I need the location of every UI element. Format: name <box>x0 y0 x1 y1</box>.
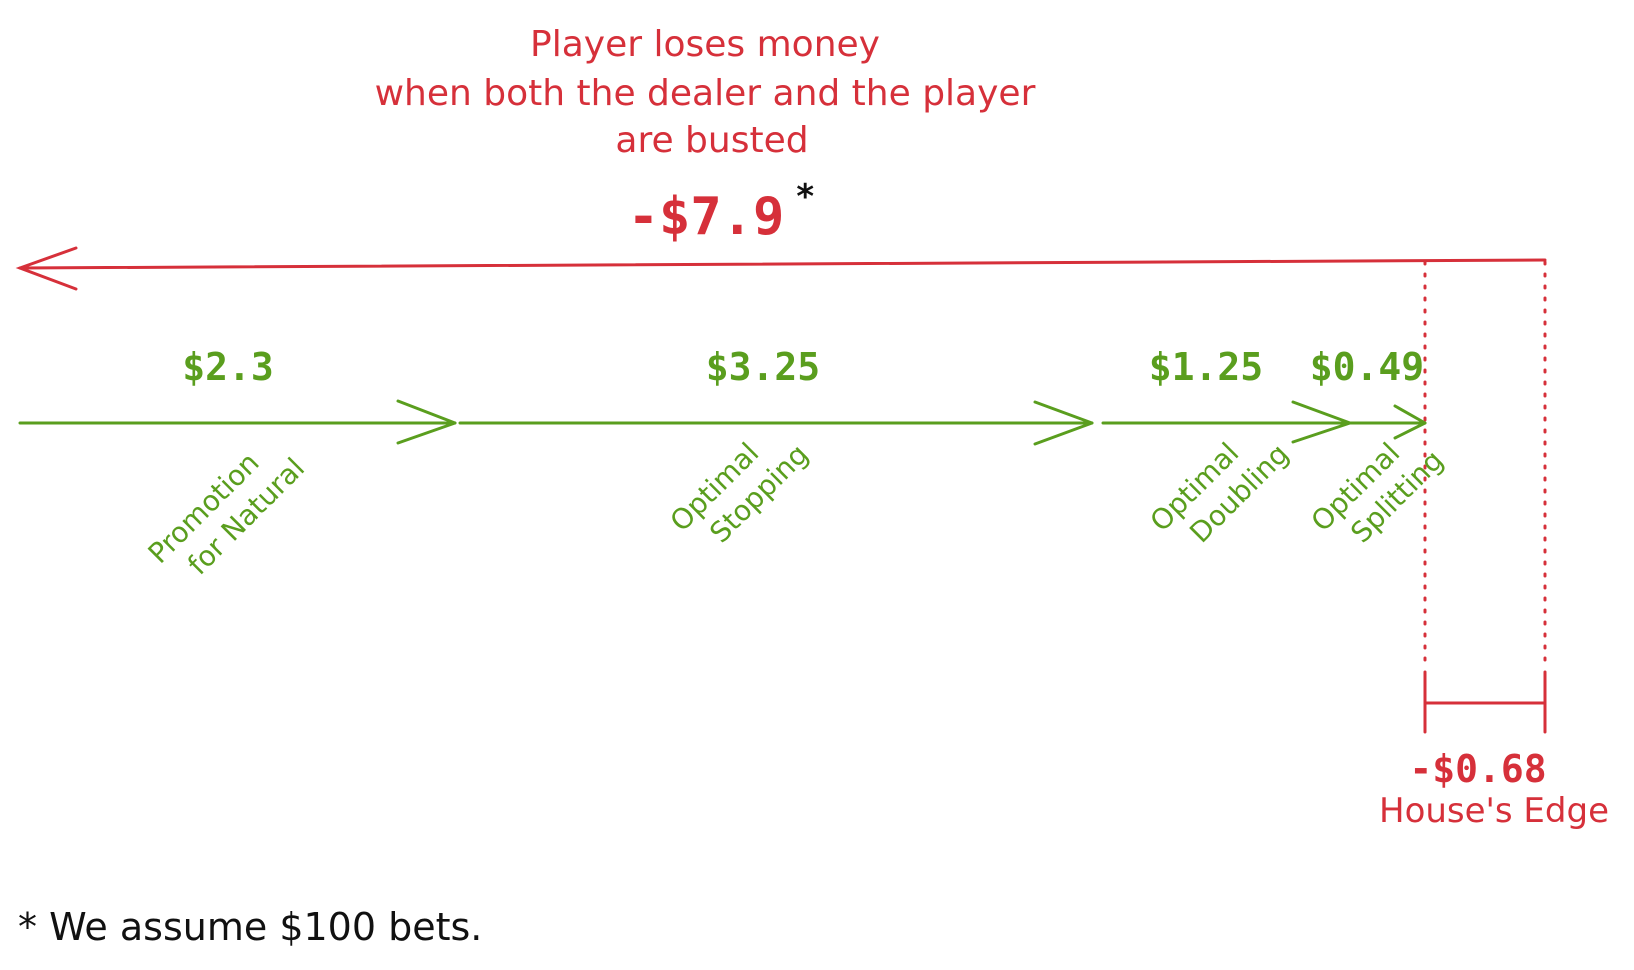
gain-arrow-promotion-head <box>396 399 457 445</box>
loss-arrow-shaft <box>18 258 1547 270</box>
house-edge-value: -$0.68 <box>1409 747 1546 791</box>
header-line-2: when both the dealer and the player <box>375 73 1036 114</box>
segment-label-promotion: Promotion for Natural <box>142 446 311 581</box>
segment-value-stopping: $3.25 <box>706 345 820 389</box>
segment-labels: Promotion for Natural Optimal Stopping O… <box>142 436 1450 581</box>
house-edge-label: House's Edge <box>1379 791 1609 831</box>
gain-arrow-promotion <box>18 399 457 445</box>
gain-arrow-stopping-head <box>1033 400 1094 446</box>
segment-label-splitting: Optimal Splitting <box>1305 436 1450 549</box>
segment-values: $2.3 $3.25 $1.25 $0.49 <box>182 345 1424 389</box>
gain-arrow-splitting-head <box>1393 404 1427 440</box>
gain-arrows <box>18 399 1427 446</box>
loss-arrow-head <box>15 246 78 291</box>
segment-value-promotion: $2.3 <box>182 345 274 389</box>
gain-arrow-splitting <box>1348 404 1427 440</box>
loss-asterisk: * <box>795 177 815 217</box>
loss-arrow <box>15 246 1547 291</box>
gain-arrow-doubling <box>1101 400 1352 444</box>
header: Player loses money when both the dealer … <box>375 24 1036 161</box>
header-line-3: are busted <box>615 120 808 161</box>
header-line-1: Player loses money <box>530 24 880 65</box>
segment-value-splitting: $0.49 <box>1310 345 1424 389</box>
segment-value-doubling: $1.25 <box>1149 345 1263 389</box>
house-edge-bracket <box>1423 670 1547 734</box>
gain-arrow-stopping <box>458 400 1094 446</box>
footnote: * We assume $100 bets. <box>18 905 482 949</box>
segment-label-stopping: Optimal Stopping <box>664 436 815 549</box>
edge-guides <box>1423 260 1547 670</box>
loss-value: -$7.9 <box>628 187 785 247</box>
segment-label-doubling: Optimal Doubling <box>1144 436 1296 549</box>
